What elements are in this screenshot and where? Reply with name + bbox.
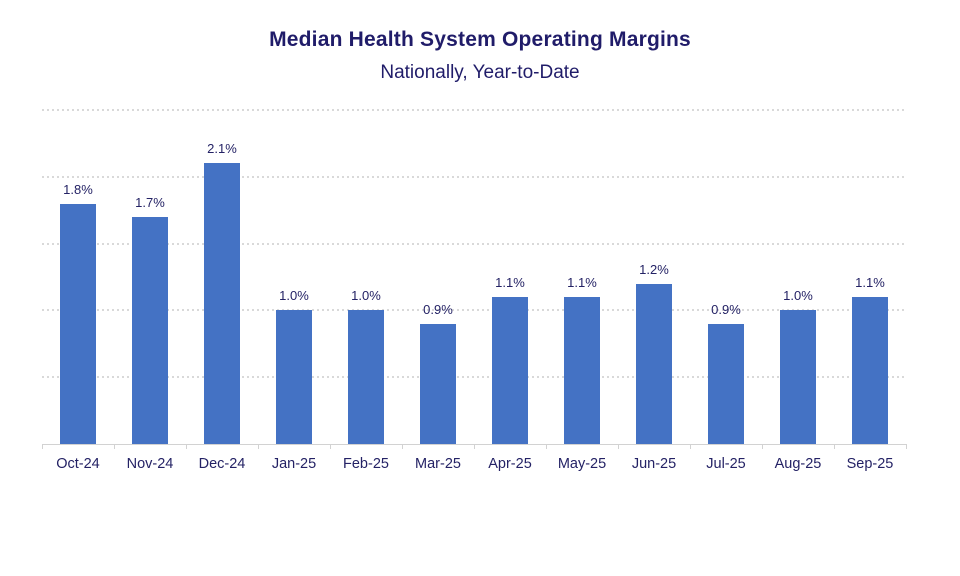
axis-tick (906, 444, 907, 449)
data-label-dec-24: 2.1% (207, 141, 237, 157)
bar-nov-24 (132, 216, 168, 444)
data-label-jul-25: 0.9% (711, 301, 741, 317)
bar-sep-25 (852, 297, 888, 444)
bar-apr-25 (492, 297, 528, 444)
data-label-feb-25: 1.0% (351, 288, 381, 304)
data-label-mar-25: 0.9% (423, 301, 453, 317)
axis-tick (402, 444, 403, 449)
data-label-sep-25: 1.1% (855, 275, 885, 291)
axis-tick (546, 444, 547, 449)
x-axis-label-dec-24: Dec-24 (198, 456, 246, 472)
x-axis-label-jun-25: Jun-25 (631, 456, 677, 472)
axis-tick (186, 444, 187, 449)
axis-tick (258, 444, 259, 449)
bar-mar-25 (420, 323, 456, 444)
x-axis-label-oct-24: Oct-24 (56, 456, 100, 472)
x-axis-label-nov-24: Nov-24 (126, 456, 174, 472)
bar-jun-25 (636, 283, 672, 444)
x-axis-label-feb-25: Feb-25 (343, 456, 389, 472)
bar-jul-25 (708, 323, 744, 444)
axis-tick (834, 444, 835, 449)
axis-tick (474, 444, 475, 449)
data-label-jun-25: 1.2% (639, 261, 669, 277)
gridline-1.5pct (42, 242, 906, 245)
data-label-may-25: 1.1% (567, 275, 597, 291)
chart-title: Median Health System Operating Margins (269, 28, 691, 51)
gridline-2.0pct (42, 175, 906, 178)
data-label-jan-25: 1.0% (279, 288, 309, 304)
axis-tick (618, 444, 619, 449)
bar-jan-25 (276, 310, 312, 444)
bar-aug-25 (780, 310, 816, 444)
x-axis-label-apr-25: Apr-25 (488, 456, 532, 472)
bar-may-25 (564, 297, 600, 444)
bar-feb-25 (348, 310, 384, 444)
gridline-1.0pct (42, 309, 906, 312)
data-label-nov-24: 1.7% (135, 194, 165, 210)
gridline-2.5pct (42, 109, 906, 111)
x-axis-label-jan-25: Jan-25 (271, 456, 317, 472)
chart-subtitle: Nationally, Year-to-Date (380, 62, 580, 83)
data-label-apr-25: 1.1% (495, 275, 525, 291)
axis-tick (42, 444, 43, 449)
data-label-aug-25: 1.0% (783, 288, 813, 304)
axis-tick (690, 444, 691, 449)
x-axis-label-aug-25: Aug-25 (774, 456, 822, 472)
bar-oct-24 (60, 203, 96, 444)
plot-area: 1.8% 1.7% 2.1% 1.0% 1.0% 0.9% 1.1% 1.1% 1.2% 0.9%… (42, 109, 907, 449)
gridline-0.5pct (42, 376, 906, 379)
data-label-oct-24: 1.8% (63, 181, 93, 197)
bar-dec-24 (204, 163, 240, 444)
x-axis-labels: Oct-24 Nov-24 Dec-24 Jan-25 Feb-25 Mar-25 Apr-… (42, 456, 906, 476)
x-axis-label-jul-25: Jul-25 (706, 456, 746, 472)
axis-tick (114, 444, 115, 449)
x-axis-label-may-25: May-25 (557, 456, 607, 472)
axis-tick (330, 444, 331, 449)
axis-tick (762, 444, 763, 449)
x-axis-label-sep-25: Sep-25 (846, 456, 894, 472)
x-axis-label-mar-25: Mar-25 (415, 456, 461, 472)
